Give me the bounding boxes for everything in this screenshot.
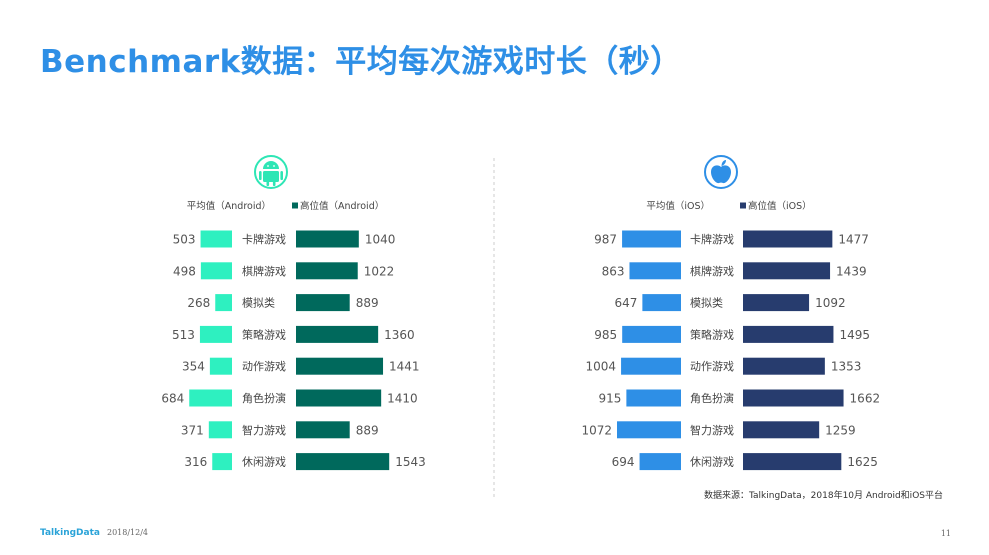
android-high-value-label: 1543 [395,455,426,469]
android-high-value-label: 1441 [389,360,420,374]
android-avg-bar [212,453,232,471]
ios-avg-bar [621,357,681,375]
android-high-value-label: 1040 [365,233,396,247]
android-avg-value-label: 513 [172,328,195,342]
ios-high-value-label: 1439 [836,264,867,278]
ios-avg-bar [626,389,681,407]
ios-high-bar [743,262,831,280]
android-avg-value-label: 371 [181,423,204,437]
apple-icon [704,155,738,189]
ios-high-value-label: 1092 [815,296,846,310]
android-category-label: 智力游戏 [242,423,286,437]
android-high-value-label: 1360 [384,328,415,342]
ios-legend-high: 高位值（iOS） [748,200,812,212]
android-high-bar [296,421,350,439]
android-category-label: 动作游戏 [242,360,286,373]
android-category-label: 休闲游戏 [242,455,286,469]
ios-high-value-label: 1625 [847,455,878,469]
android-legend-avg: 平均值（Android） [187,200,271,212]
ios-high-bar [743,294,810,312]
android-avg-value-label: 268 [187,296,210,310]
android-high-bar [296,325,379,343]
android-high-value-label: 889 [356,296,379,310]
android-avg-value-label: 684 [161,392,184,406]
android-avg-value-label: 498 [173,264,196,278]
ios-legend-avg: 平均值（iOS） [646,200,710,212]
ios-avg-value-label: 987 [594,233,617,247]
android-avg-value-label: 354 [182,360,205,374]
ios-category-label: 角色扮演 [690,391,734,405]
ios-avg-value-label: 1004 [586,360,617,374]
ios-high-value-label: 1353 [831,360,862,374]
android-avg-value-label: 316 [184,455,207,469]
android-high-bar [296,262,358,280]
android-category-label: 棋牌游戏 [242,264,286,278]
page-title: Benchmark数据：平均每次游戏时长（秒） [40,44,682,80]
android-high-bar [296,357,384,375]
ios-high-value-label: 1495 [839,328,870,342]
ios-avg-bar [617,421,681,439]
ios-category-label: 智力游戏 [690,423,734,437]
android-category-label: 策略游戏 [242,327,286,341]
ios-high-value-label: 1662 [850,392,881,406]
ios-high-bar [743,230,833,248]
android-avg-bar [215,294,232,312]
android-avg-value-label: 503 [173,233,196,247]
android-high-bar [296,389,382,407]
android-high-value-label: 1022 [364,264,395,278]
data-source-note: 数据来源：TalkingData，2018年10月 Android和iOS平台 [704,491,943,501]
page-number: 11 [940,529,951,538]
android-high-bar [296,230,359,248]
ios-category-label: 策略游戏 [690,327,734,341]
ios-high-bar [743,421,820,439]
android-icon [254,155,288,189]
ios-avg-bar [629,262,681,280]
ios-category-label: 棋牌游戏 [690,264,734,278]
ios-category-label: 卡牌游戏 [690,232,734,246]
ios-avg-value-label: 1072 [581,423,612,437]
ios-high-bar [743,357,825,375]
ios-high-value-label: 1477 [838,233,869,247]
ios-avg-value-label: 863 [602,264,625,278]
ios-avg-bar [642,294,681,312]
android-legend-high: 高位值（Android） [300,200,384,212]
ios-avg-bar [622,230,681,248]
android-avg-bar [199,325,232,343]
footer-brand-logo: TalkingData [40,528,100,538]
android-avg-bar [200,230,232,248]
android-category-label: 卡牌游戏 [242,232,286,246]
ios-category-label: 模拟类 [690,296,723,310]
android-category-label: 角色扮演 [242,391,286,405]
android-category-label: 模拟类 [242,296,275,310]
android-legend-high-swatch [292,202,298,209]
ios-high-bar [743,389,844,407]
ios-avg-value-label: 985 [594,328,617,342]
ios-high-value-label: 1259 [825,423,856,437]
android-avg-bar [200,262,232,280]
android-avg-bar [189,389,232,407]
ios-avg-value-label: 647 [614,296,637,310]
ios-legend-high-swatch [740,202,746,209]
android-high-value-label: 889 [356,423,379,437]
android-high-bar [296,453,390,471]
android-avg-bar [208,421,232,439]
ios-avg-value-label: 694 [612,455,635,469]
ios-category-label: 休闲游戏 [690,455,734,469]
android-avg-bar [209,357,232,375]
footer-date: 2018/12/4 [107,528,149,537]
android-high-bar [296,294,350,312]
ios-high-bar [743,453,842,471]
ios-avg-value-label: 915 [598,392,621,406]
ios-avg-bar [639,453,681,471]
ios-avg-bar [622,325,681,343]
ios-category-label: 动作游戏 [690,360,734,373]
ios-high-bar [743,325,834,343]
android-high-value-label: 1410 [387,392,418,406]
